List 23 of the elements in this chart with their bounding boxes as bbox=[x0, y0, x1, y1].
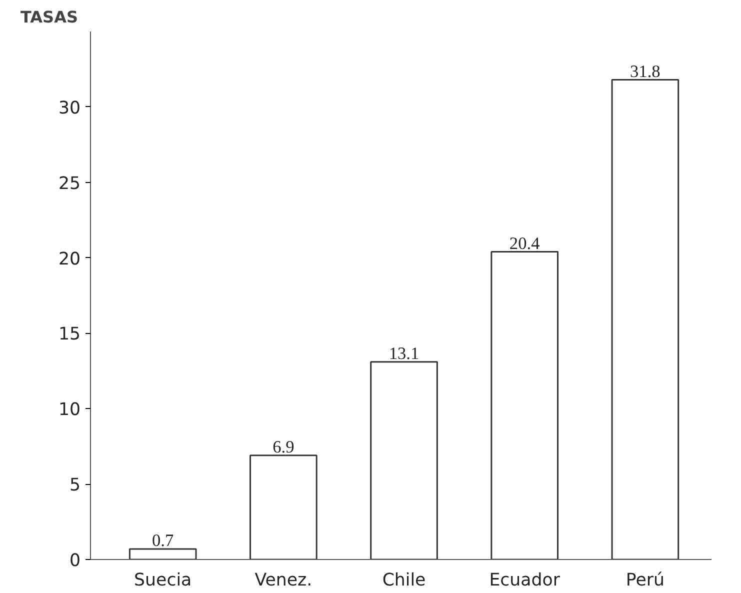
x-tick-label: Suecia bbox=[134, 570, 192, 590]
y-tick-label: 5 bbox=[69, 476, 81, 496]
bar bbox=[250, 454, 318, 560]
y-tick-label: 15 bbox=[58, 324, 81, 345]
x-tick-label: Ecuador bbox=[489, 570, 561, 590]
bar bbox=[370, 361, 438, 560]
bar bbox=[128, 548, 197, 560]
y-tick-label: 0 bbox=[69, 551, 81, 571]
data-label: 13.1 bbox=[388, 344, 420, 363]
y-tick-label: 10 bbox=[58, 400, 81, 420]
y-axis-title: TASAS bbox=[20, 8, 78, 26]
data-label: 0.7 bbox=[152, 530, 174, 550]
y-tick-label: 25 bbox=[58, 174, 81, 194]
data-label: 20.4 bbox=[509, 234, 540, 253]
x-tick-label: Perú bbox=[626, 570, 664, 590]
y-tick-label: 20 bbox=[58, 249, 81, 270]
y-tick-label: 30 bbox=[58, 98, 81, 118]
bar bbox=[490, 251, 559, 560]
data-label: 6.9 bbox=[272, 437, 294, 456]
x-tick-label: Venez. bbox=[254, 570, 312, 590]
bar bbox=[611, 79, 680, 560]
x-tick-label: Chile bbox=[382, 570, 426, 590]
data-label: 31.8 bbox=[630, 62, 660, 81]
